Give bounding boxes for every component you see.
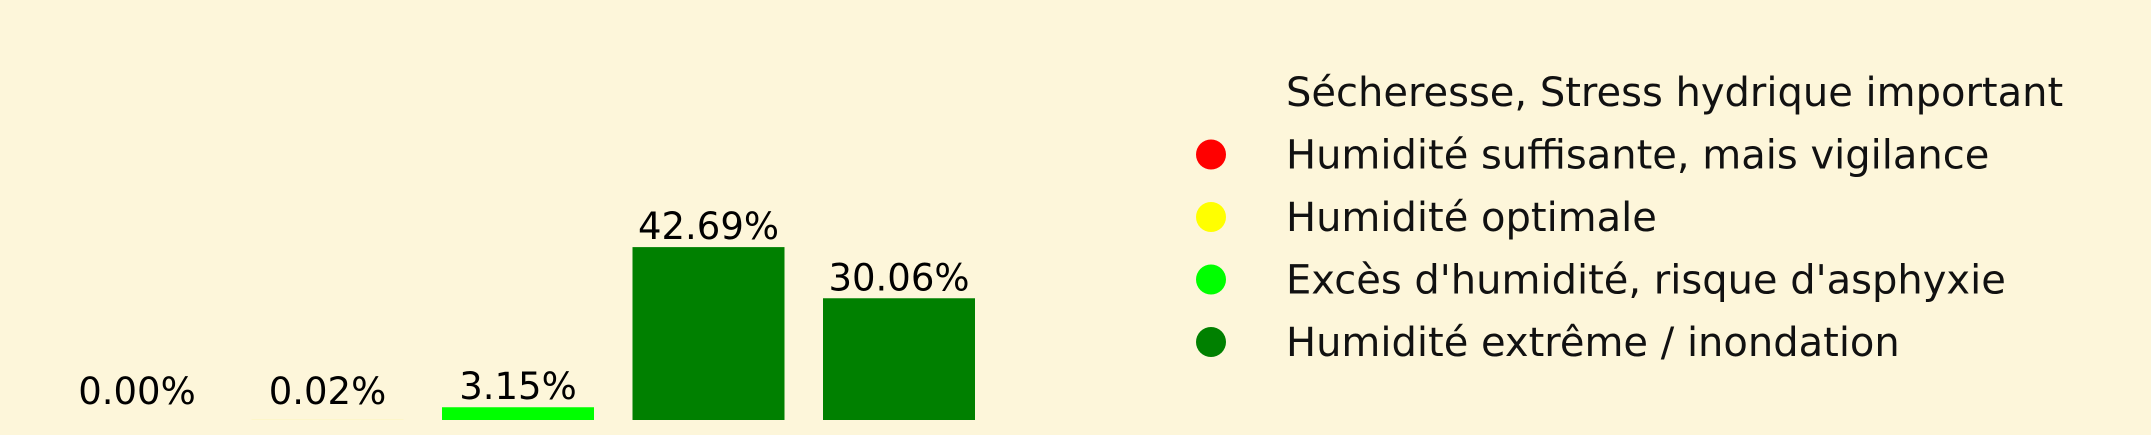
- bar-value-label-5: 30.06%: [828, 256, 969, 299]
- legend: Sécheresse, Stress hydrique important Hum…: [1196, 70, 2063, 366]
- bar-5: [823, 298, 975, 420]
- legend-marker-5: [1196, 327, 1226, 357]
- bar-value-label-1: 0.00%: [78, 370, 196, 413]
- legend-marker-2: [1196, 139, 1226, 170]
- bars-group: [251, 247, 975, 420]
- legend-label-5: Humidité extrême / inondation: [1286, 320, 1900, 366]
- bar-value-label-4: 42.69%: [638, 205, 779, 248]
- legend-label-3: Humidité optimale: [1286, 195, 1657, 241]
- bar-3: [442, 407, 594, 420]
- legend-label-1: Sécheresse, Stress hydrique important: [1286, 70, 2063, 116]
- legend-marker-4: [1196, 264, 1226, 295]
- legend-marker-3: [1196, 202, 1226, 232]
- legend-label-4: Excès d'humidité, risque d'asphyxie: [1286, 258, 2006, 304]
- legend-label-2: Humidité suffisante, mais vigilance: [1286, 133, 1989, 179]
- bar-value-label-2: 0.02%: [269, 370, 387, 413]
- bar-value-label-3: 3.15%: [459, 365, 577, 408]
- bar-4: [632, 247, 785, 420]
- bar-value-labels: 0.00% 0.02% 3.15% 42.69% 30.06%: [78, 205, 969, 413]
